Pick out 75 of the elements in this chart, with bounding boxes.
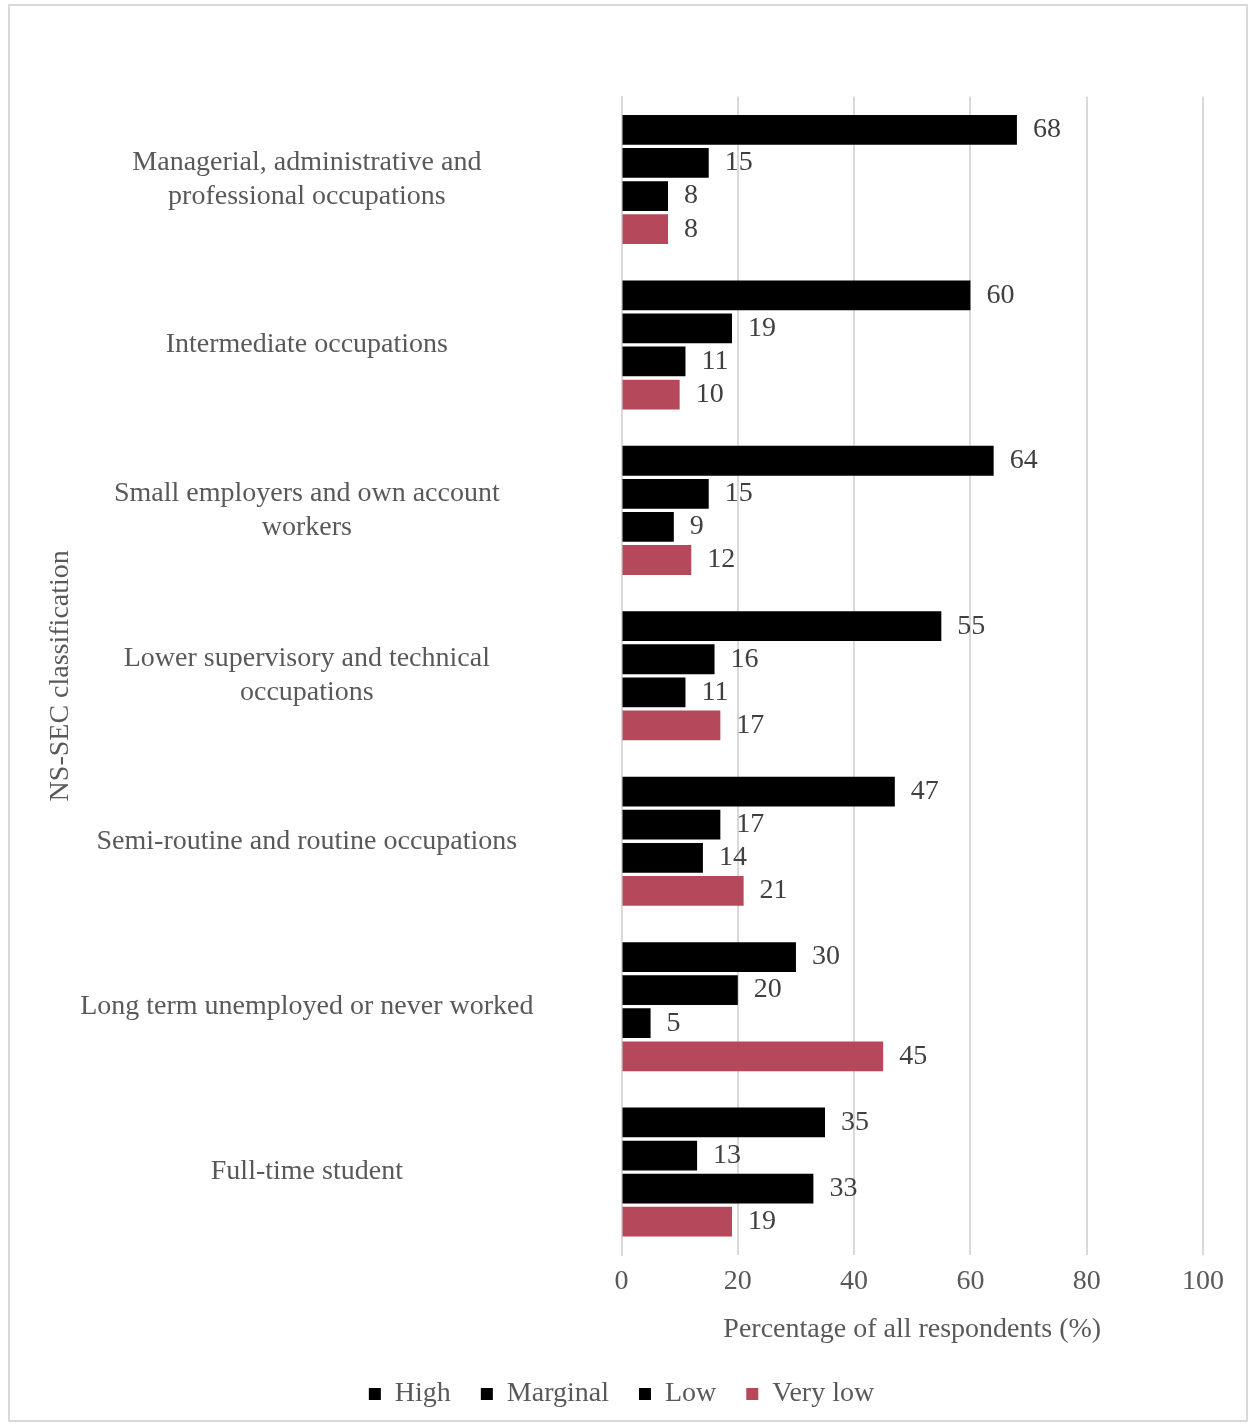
bar xyxy=(622,1140,698,1171)
data-label: 11 xyxy=(701,674,729,706)
bar xyxy=(622,280,971,311)
bar xyxy=(622,313,732,344)
data-label: 12 xyxy=(707,542,736,574)
data-label: 19 xyxy=(747,310,776,342)
bar xyxy=(622,975,738,1005)
x-axis-title: Percentage of all respondents (%) xyxy=(723,1311,1102,1343)
bar xyxy=(622,115,1017,145)
bar xyxy=(622,214,669,245)
data-label: 11 xyxy=(701,343,729,375)
data-label: 15 xyxy=(724,145,753,177)
x-tick-label: 20 xyxy=(723,1263,752,1295)
y-axis-title: NS-SEC classification xyxy=(43,550,75,802)
x-tick-label: 40 xyxy=(840,1263,869,1295)
x-tick-label: 60 xyxy=(956,1263,985,1295)
legend-label: Marginal xyxy=(506,1376,610,1408)
data-label: 9 xyxy=(689,509,704,541)
legend-label: High xyxy=(394,1376,451,1408)
bar xyxy=(622,677,686,708)
data-label: 10 xyxy=(695,376,724,408)
legend-label: Very low xyxy=(772,1376,875,1408)
legend-label: Low xyxy=(664,1376,718,1408)
data-label: 20 xyxy=(753,972,782,1004)
bar xyxy=(622,1206,732,1237)
bar xyxy=(622,1008,651,1039)
data-label: 35 xyxy=(841,1104,870,1136)
bar xyxy=(622,148,709,178)
bar xyxy=(622,1173,814,1204)
x-tick-label: 0 xyxy=(614,1263,629,1295)
data-label: 45 xyxy=(899,1038,928,1070)
bar xyxy=(622,1107,826,1138)
y-tick-label: Semi-routine and routine occupations xyxy=(96,823,518,855)
data-label: 68 xyxy=(1032,112,1061,144)
bar xyxy=(622,379,680,410)
data-label: 60 xyxy=(986,277,1015,309)
data-label: 30 xyxy=(811,939,840,971)
data-label: 15 xyxy=(724,476,753,508)
bar xyxy=(622,611,942,642)
bar xyxy=(622,875,744,906)
data-label: 14 xyxy=(718,840,747,872)
x-tick-label: 80 xyxy=(1072,1263,1101,1295)
y-tick-label: Lower supervisory and technical occupations xyxy=(123,641,491,706)
data-label: 17 xyxy=(736,807,765,839)
data-label: 16 xyxy=(730,641,759,673)
bar xyxy=(622,710,721,741)
y-tick-label: Intermediate occupations xyxy=(165,327,448,359)
bar xyxy=(622,942,796,972)
y-tick-label: Small employers and own account workers xyxy=(114,475,500,541)
bar xyxy=(622,478,709,509)
bar xyxy=(622,445,994,476)
data-label: 47 xyxy=(910,773,939,805)
bar xyxy=(622,644,715,675)
data-label: 33 xyxy=(829,1170,858,1202)
bar xyxy=(622,181,669,211)
bar xyxy=(622,346,686,377)
data-label: 8 xyxy=(684,178,699,210)
data-label: 17 xyxy=(736,707,765,739)
data-label: 19 xyxy=(747,1204,776,1236)
y-tick-label: Long term unemployed or never worked xyxy=(80,989,534,1021)
bar xyxy=(622,776,895,807)
y-tick-label: Managerial, administrative and professional occupations xyxy=(132,145,482,210)
x-tick-label: 100 xyxy=(1182,1263,1224,1295)
data-label: 21 xyxy=(759,873,788,905)
bar xyxy=(622,809,721,840)
bar xyxy=(622,842,703,873)
data-label: 8 xyxy=(684,211,699,243)
y-tick-label: Full-time student xyxy=(210,1154,404,1186)
bar xyxy=(622,512,674,542)
data-label: 5 xyxy=(666,1005,681,1037)
data-label: 64 xyxy=(1009,443,1038,475)
bar xyxy=(622,1041,884,1072)
data-label: 55 xyxy=(957,608,986,640)
data-label: 13 xyxy=(713,1137,742,1169)
bar xyxy=(622,545,692,575)
